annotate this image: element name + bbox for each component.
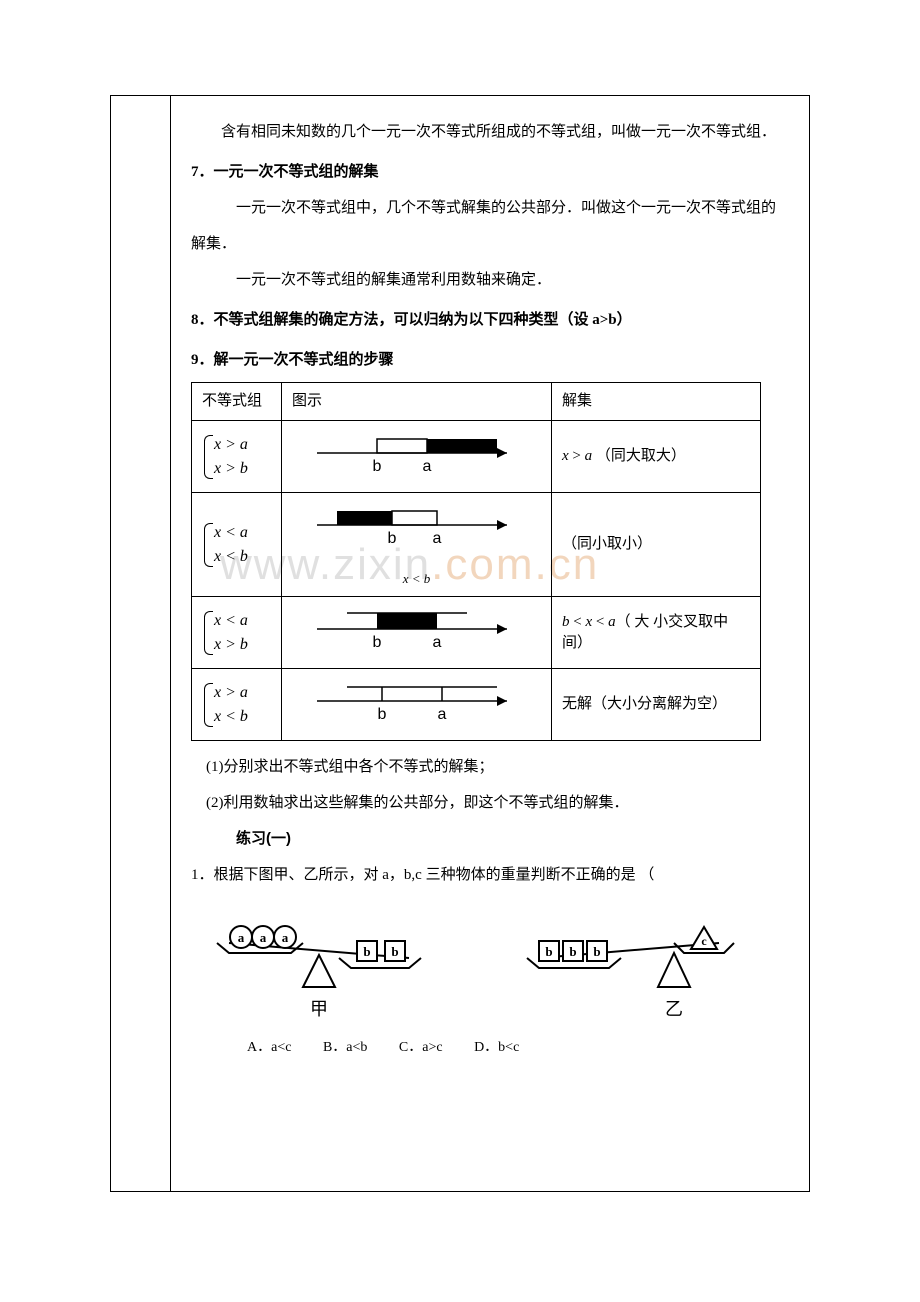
table-row: x > a x < b b a [192, 669, 761, 741]
main-content: 含有相同未知数的几个一元一次不等式所组成的不等式组，叫做一元一次不等式组． 7．… [171, 96, 809, 1191]
balance-figures: a a a b b 甲 [199, 903, 785, 1023]
option-a: A．a<c [247, 1040, 291, 1055]
svg-text:b: b [372, 458, 381, 475]
sys-line: x > b [214, 633, 248, 657]
header-system: 不等式组 [192, 383, 282, 421]
solution-cell: 无解（大小分离解为空） [552, 669, 761, 741]
options-row: A．a<c B．a<b C．a>c D．b<c [247, 1031, 785, 1065]
balance-right-icon: b b b c 乙 [509, 903, 759, 1023]
svg-text:a: a [432, 530, 441, 547]
left-margin-column [111, 96, 171, 1191]
svg-text:b: b [377, 706, 386, 723]
svg-text:b: b [593, 944, 600, 959]
option-b: B．a<b [323, 1040, 367, 1055]
sys-line: x < b [214, 705, 248, 729]
page-frame: 含有相同未知数的几个一元一次不等式所组成的不等式组，叫做一元一次不等式组． 7．… [110, 95, 810, 1192]
svg-text:a: a [238, 930, 245, 945]
sys-line: x > a [214, 681, 248, 705]
svg-text:b: b [372, 634, 381, 651]
sys-line: x < a [214, 521, 248, 545]
svg-text:c: c [701, 934, 707, 948]
section-7-title: 7．一元一次不等式组的解集 [191, 154, 785, 190]
svg-text:a: a [422, 458, 431, 475]
option-d: D．b<c [474, 1040, 519, 1055]
diagram-cell: b a [282, 669, 552, 741]
section-9-title: 9．解一元一次不等式组的步骤 [191, 342, 785, 378]
diagram-cell: b a [282, 421, 552, 493]
system-cell: x < a x > b [192, 597, 282, 669]
header-solution: 解集 [552, 383, 761, 421]
table-row: x < a x > b b a [192, 597, 761, 669]
solution-cell: （同小取小） [552, 493, 761, 597]
sys-line: x < b [214, 545, 248, 569]
section-8-title: 8．不等式组解集的确定方法，可以归纳为以下四种类型（设 a>b） [191, 302, 785, 338]
number-line-icon: b a [307, 429, 527, 477]
svg-text:a: a [437, 706, 446, 723]
solution-cell: x > a （同大取大） [552, 421, 761, 493]
table-row: x < a x < b b a x < b [192, 493, 761, 597]
solution-cell: b < x < a（ 大 小交叉取中间） [552, 597, 761, 669]
table-header-row: 不等式组 图示 解集 [192, 383, 761, 421]
sub-solution: x < b [292, 570, 541, 588]
sys-line: x > a [214, 433, 248, 457]
paragraph-s7-1: 一元一次不等式组中，几个不等式解集的公共部分．叫做这个一元一次不等式组的解集． [191, 190, 785, 262]
sys-line: x < a [214, 609, 248, 633]
system-cell: x > a x > b [192, 421, 282, 493]
solution-table: 不等式组 图示 解集 x > a x > b [191, 382, 761, 741]
paragraph-s7-2: 一元一次不等式组的解集通常利用数轴来确定． [191, 262, 785, 298]
exercise-label: 练习(一) [236, 821, 785, 857]
system-cell: x < a x < b [192, 493, 282, 597]
step-2: (2)利用数轴求出这些解集的公共部分，即这个不等式组的解集． [191, 785, 785, 821]
caption-right: 乙 [665, 999, 683, 1019]
question-1: 1．根据下图甲、乙所示，对 a，b,c 三种物体的重量判断不正确的是 （ [191, 857, 785, 893]
number-line-icon: b a [307, 677, 527, 725]
balance-left-icon: a a a b b 甲 [199, 903, 449, 1023]
caption-left: 甲 [310, 999, 328, 1019]
number-line-icon: b a [307, 605, 527, 653]
sys-line: x > b [214, 457, 248, 481]
svg-text:b: b [363, 944, 370, 959]
header-diagram: 图示 [282, 383, 552, 421]
svg-text:a: a [282, 930, 289, 945]
number-line-icon: b a [307, 501, 527, 563]
svg-text:b: b [545, 944, 552, 959]
svg-text:b: b [387, 530, 396, 547]
diagram-cell: b a x < b [282, 493, 552, 597]
system-cell: x > a x < b [192, 669, 282, 741]
diagram-cell: b a [282, 597, 552, 669]
step-1: (1)分别求出不等式组中各个不等式的解集； [191, 749, 785, 785]
svg-text:a: a [432, 634, 441, 651]
table-row: x > a x > b b a [192, 421, 761, 493]
paragraph-intro: 含有相同未知数的几个一元一次不等式所组成的不等式组，叫做一元一次不等式组． [191, 114, 785, 150]
svg-text:b: b [569, 944, 576, 959]
svg-text:a: a [260, 930, 267, 945]
svg-text:b: b [391, 944, 398, 959]
option-c: C．a>c [399, 1040, 443, 1055]
